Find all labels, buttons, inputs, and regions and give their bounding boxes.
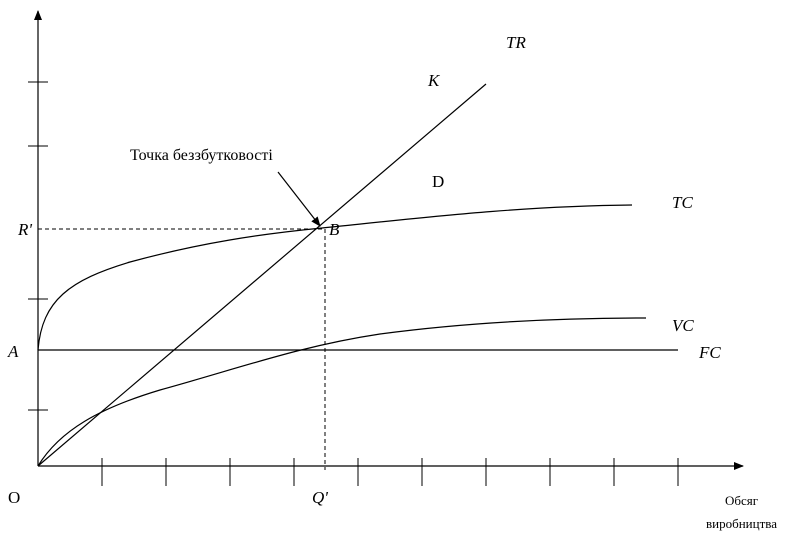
origin-label: O	[8, 488, 20, 507]
tr-line	[37, 83, 487, 467]
a-label: A	[7, 342, 19, 361]
r-prime-label: R'	[17, 220, 32, 239]
annotation-arrow	[277, 171, 321, 227]
x-axis-title-line1: Обсяг	[725, 493, 758, 508]
tr-label: TR	[506, 33, 526, 52]
tc-curve	[37, 204, 633, 351]
q-prime-label: Q'	[312, 488, 328, 507]
fc-label: FC	[698, 343, 721, 362]
annotation-label: Точка беззбутковості	[130, 147, 273, 164]
x-axis-title-line2: виробництва	[706, 516, 777, 531]
vc-label: VC	[672, 316, 694, 335]
k-label: K	[427, 71, 441, 90]
d-label: D	[432, 172, 444, 191]
tc-label: TC	[672, 193, 693, 212]
b-label: B	[329, 220, 340, 239]
x-axis-ticks	[101, 458, 679, 486]
y-axis-ticks	[28, 81, 48, 411]
vc-curve	[37, 317, 647, 467]
